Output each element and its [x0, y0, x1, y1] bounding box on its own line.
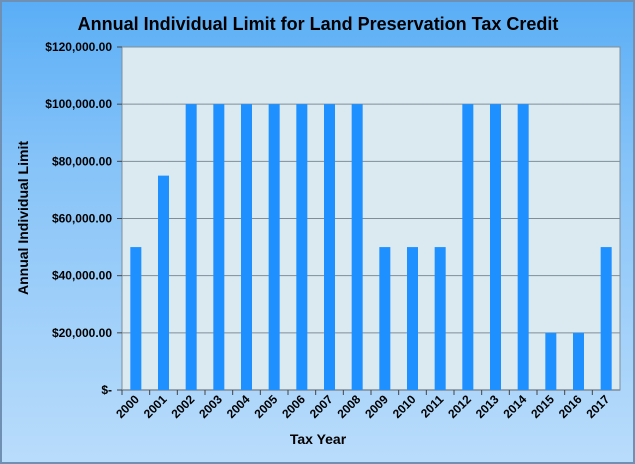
bar-2016: [573, 332, 584, 390]
bar-2012: [462, 104, 474, 391]
x-tick-label: 2004: [224, 392, 253, 421]
bar-2007: [324, 104, 335, 391]
bar-2001: [158, 175, 169, 390]
x-tick-label: 2013: [473, 392, 502, 421]
y-tick-label: $40,000.00: [52, 269, 112, 283]
bar-2010: [407, 247, 418, 390]
bar-2000: [130, 247, 142, 390]
x-tick-label: 2001: [141, 392, 170, 421]
bar-2009: [379, 247, 391, 390]
x-tick-label: 2005: [252, 392, 281, 421]
bar-2013: [490, 104, 501, 391]
x-tick-label: 2010: [390, 392, 419, 421]
bar-2002: [185, 104, 197, 391]
bars: [130, 104, 612, 391]
chart-title: Annual Individual Limit for Land Preserv…: [78, 14, 559, 34]
bar-2005: [268, 104, 280, 391]
y-axis-ticks: $- $20,000.00 $40,000.00 $60,000.00 $80,000.…: [45, 40, 122, 397]
x-tick-label: 2009: [362, 392, 391, 421]
x-tick-label: 2008: [335, 392, 364, 421]
y-tick-label: $120,000.00: [45, 40, 112, 54]
x-tick-label: 2007: [307, 392, 336, 421]
x-tick-label: 2011: [418, 392, 447, 421]
bar-2017: [600, 247, 612, 390]
bar-2008: [351, 104, 363, 391]
x-axis-title: Tax Year: [290, 431, 347, 447]
x-tick-label: 2014: [501, 392, 530, 421]
y-tick-label: $20,000.00: [52, 326, 112, 340]
bar-2006: [296, 104, 308, 391]
bar-2004: [241, 104, 252, 391]
bar-2015: [545, 332, 557, 390]
y-tick-label: $-: [101, 383, 112, 397]
x-tick-label: 2012: [445, 392, 474, 421]
y-tick-label: $60,000.00: [52, 212, 112, 226]
x-tick-label: 2002: [169, 392, 198, 421]
y-axis-title: Annual Individual Limit: [15, 141, 31, 295]
y-tick-label: $100,000.00: [45, 97, 112, 111]
x-tick-label: 2015: [528, 392, 557, 421]
x-tick-label: 2017: [584, 392, 613, 421]
y-tick-label: $80,000.00: [52, 154, 112, 168]
bar-2014: [517, 104, 529, 391]
bar-2003: [213, 104, 225, 391]
x-tick-label: 2006: [279, 392, 308, 421]
x-axis-ticks: 2000200120022003200420052006200720082009…: [113, 390, 613, 421]
x-tick-label: 2003: [196, 392, 225, 421]
x-tick-label: 2016: [556, 392, 585, 421]
bar-2011: [434, 247, 446, 390]
x-tick-label: 2000: [113, 392, 142, 421]
